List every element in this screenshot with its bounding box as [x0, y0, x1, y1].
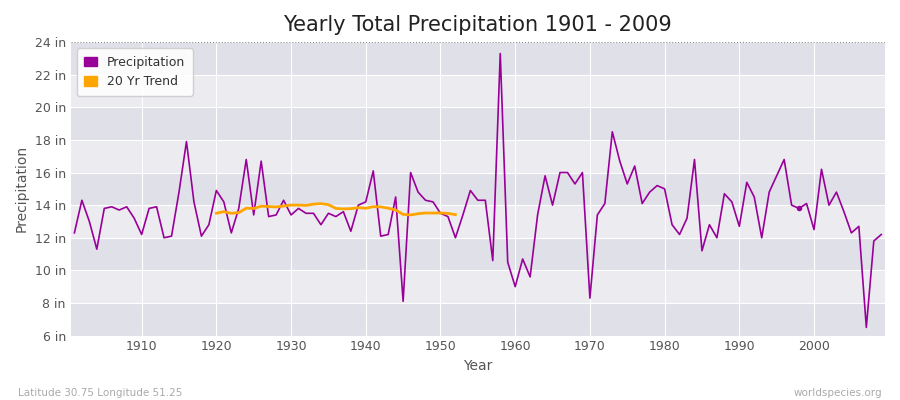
Text: Latitude 30.75 Longitude 51.25: Latitude 30.75 Longitude 51.25 [18, 388, 183, 398]
Bar [71, 42, 885, 75]
20 Yr Trend [241, 206, 252, 210]
Bar [71, 140, 885, 172]
20 Yr Trend [428, 211, 438, 216]
Y-axis label: Precipitation: Precipitation [15, 145, 29, 232]
Bar [71, 172, 885, 205]
Line: Precipitation: Precipitation [75, 54, 881, 328]
Precipitation [876, 232, 886, 237]
20 Yr Trend [450, 212, 461, 217]
20 Yr Trend [211, 211, 221, 216]
20 Yr Trend [301, 203, 311, 208]
20 Yr Trend [271, 204, 282, 209]
Precipitation [518, 256, 528, 261]
Line: 20 Yr Trend: 20 Yr Trend [216, 204, 455, 215]
Bar [71, 303, 885, 336]
Precipitation [495, 51, 506, 56]
20 Yr Trend [256, 204, 266, 209]
20 Yr Trend [435, 210, 446, 215]
20 Yr Trend [382, 206, 393, 210]
20 Yr Trend [316, 201, 327, 206]
Precipitation [69, 230, 80, 235]
X-axis label: Year: Year [464, 359, 492, 373]
20 Yr Trend [391, 208, 401, 212]
20 Yr Trend [278, 204, 289, 208]
20 Yr Trend [375, 204, 386, 209]
20 Yr Trend [398, 212, 409, 217]
Bar [71, 107, 885, 140]
20 Yr Trend [368, 204, 379, 209]
Text: worldspecies.org: worldspecies.org [794, 388, 882, 398]
Legend: Precipitation, 20 Yr Trend: Precipitation, 20 Yr Trend [76, 48, 193, 96]
20 Yr Trend [308, 202, 319, 206]
20 Yr Trend [405, 212, 416, 217]
20 Yr Trend [233, 210, 244, 215]
20 Yr Trend [248, 206, 259, 211]
Precipitation [338, 209, 349, 214]
20 Yr Trend [330, 206, 341, 211]
Bar [71, 238, 885, 270]
20 Yr Trend [293, 203, 304, 208]
20 Yr Trend [360, 206, 371, 211]
Precipitation [509, 284, 520, 289]
20 Yr Trend [219, 209, 230, 214]
20 Yr Trend [413, 211, 424, 216]
Precipitation [607, 129, 617, 134]
20 Yr Trend [443, 211, 454, 216]
Precipitation [861, 325, 872, 330]
Bar [71, 205, 885, 238]
Precipitation [293, 206, 304, 211]
20 Yr Trend [420, 210, 431, 215]
20 Yr Trend [338, 206, 349, 211]
20 Yr Trend [226, 211, 237, 216]
20 Yr Trend [353, 205, 364, 210]
20 Yr Trend [346, 206, 356, 211]
Title: Yearly Total Precipitation 1901 - 2009: Yearly Total Precipitation 1901 - 2009 [284, 15, 672, 35]
Bar [71, 270, 885, 303]
20 Yr Trend [323, 202, 334, 207]
20 Yr Trend [263, 204, 274, 209]
Precipitation [129, 216, 140, 220]
Bar [71, 75, 885, 107]
20 Yr Trend [285, 203, 296, 208]
